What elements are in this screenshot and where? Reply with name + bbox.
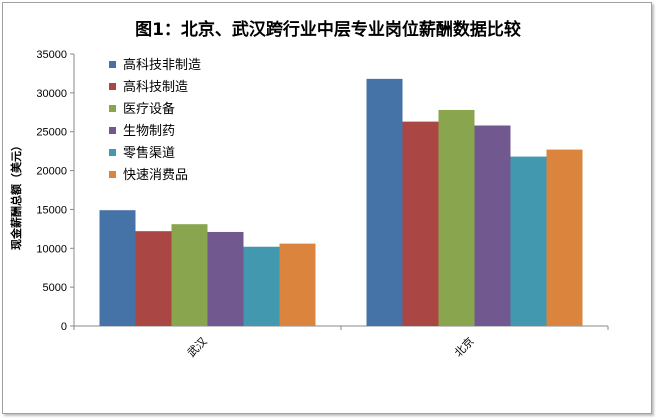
- y-tick-label: 15000: [36, 204, 67, 216]
- legend-label: 快速消费品: [123, 168, 188, 183]
- legend-swatch: [109, 61, 116, 68]
- chart-frame: 图1：北京、武汉跨行业中层专业岗位薪酬数据比较 现金薪酬总额（美元） 0 5000…: [2, 2, 652, 414]
- bar: [171, 224, 208, 326]
- bar: [510, 156, 547, 326]
- bar: [474, 125, 511, 326]
- y-tick-label: 20000: [36, 166, 67, 178]
- y-tick-label: 25000: [36, 127, 67, 139]
- legend-label: 高科技非制造: [123, 57, 201, 73]
- bar: [279, 243, 316, 326]
- bar: [99, 210, 136, 326]
- legend-label: 生物制药: [123, 124, 175, 139]
- legend-label: 高科技制造: [123, 79, 188, 95]
- axes: 0 5000 10000 15000 20000 25000 30000 35000: [36, 49, 609, 333]
- plot-area: 0 5000 10000 15000 20000 25000 30000 35000 武汉 北京…: [36, 49, 609, 360]
- legend-label: 零售渠道: [123, 145, 175, 161]
- y-tick-label: 35000: [36, 49, 67, 61]
- x-category-label: 北京: [451, 334, 476, 359]
- y-tick-label: 30000: [36, 88, 67, 100]
- legend-swatch: [109, 149, 116, 156]
- legend-swatch: [109, 105, 116, 112]
- bar: [243, 246, 280, 326]
- chart-title: 图1：北京、武汉跨行业中层专业岗位薪酬数据比较: [135, 20, 521, 40]
- bar: [207, 231, 244, 326]
- x-category-label: 武汉: [185, 335, 210, 360]
- bar: [402, 121, 439, 327]
- y-tick-label: 0: [61, 321, 67, 333]
- legend-swatch: [109, 127, 116, 134]
- bar: [438, 109, 475, 326]
- bar: [366, 78, 403, 327]
- y-tick-label: 5000: [43, 282, 67, 294]
- legend-swatch: [109, 83, 116, 90]
- legend-swatch: [109, 171, 116, 178]
- bar: [135, 231, 172, 326]
- bar: [546, 149, 583, 326]
- legend-label: 医疗设备: [123, 101, 175, 117]
- bars: 武汉 北京: [99, 78, 583, 360]
- y-tick-label: 10000: [36, 243, 67, 255]
